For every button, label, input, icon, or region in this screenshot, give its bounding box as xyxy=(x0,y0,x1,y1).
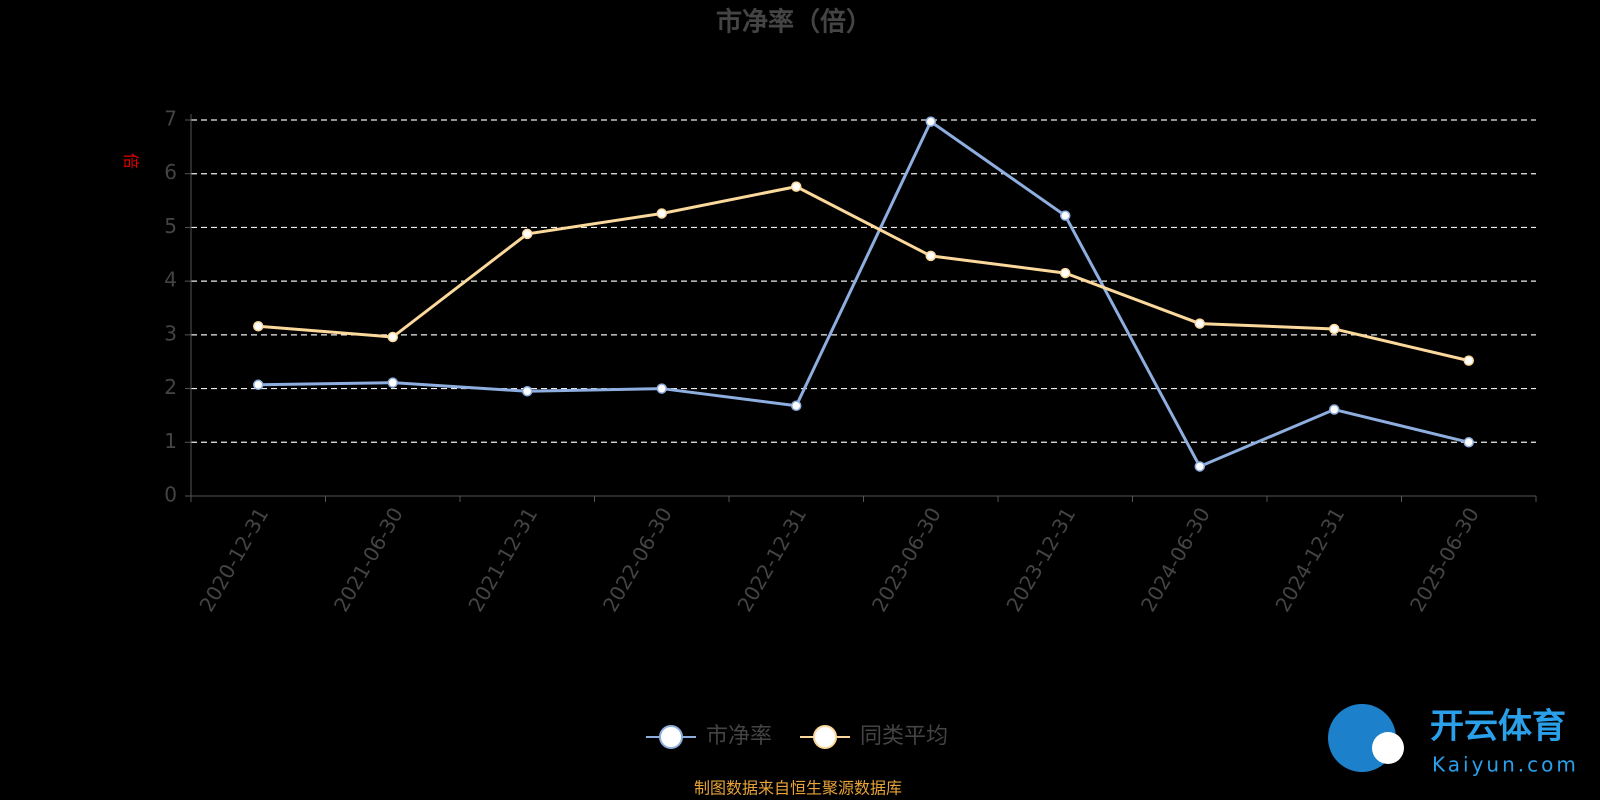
data-point xyxy=(1329,404,1340,415)
data-point xyxy=(1194,461,1205,472)
data-point xyxy=(1060,210,1071,221)
data-point xyxy=(1060,267,1071,279)
y-tick-label: 3 xyxy=(164,321,177,345)
data-point xyxy=(1329,323,1340,335)
y-tick-label: 1 xyxy=(164,429,177,453)
watermark: 开云体育 Kaiyun.com xyxy=(1328,704,1579,777)
y-axis-unit: 倍 xyxy=(122,153,141,169)
legend-marker xyxy=(813,725,838,749)
data-point xyxy=(656,383,667,394)
watermark-ball xyxy=(1372,732,1404,764)
y-tick-label: 6 xyxy=(164,160,177,184)
legend-item[interactable]: 市净率 xyxy=(646,724,772,749)
series-line xyxy=(258,119,1470,469)
watermark-brand: 开云体育 xyxy=(1430,707,1566,747)
chart-title: 市净率（倍） xyxy=(716,7,872,38)
data-point xyxy=(791,181,802,192)
legend-marker xyxy=(659,725,683,749)
y-tick-label: 5 xyxy=(164,214,177,238)
data-point xyxy=(387,331,398,343)
data-point xyxy=(387,377,398,388)
y-tick-label: 4 xyxy=(164,268,177,292)
data-point xyxy=(1463,355,1474,366)
data-point xyxy=(1463,437,1474,448)
legend-item[interactable]: 同类平均 xyxy=(800,724,948,749)
data-point xyxy=(791,400,802,412)
watermark-site: Kaiyun.com xyxy=(1432,753,1579,777)
y-tick-label: 0 xyxy=(164,483,177,507)
series-line xyxy=(258,185,1470,363)
legend-label: 同类平均 xyxy=(860,724,948,749)
y-tick-label: 2 xyxy=(164,375,177,399)
data-point xyxy=(522,228,533,240)
data-point xyxy=(253,379,264,391)
source-note: 制图数据来自恒生聚源数据库 xyxy=(694,779,902,798)
y-tick-label: 7 xyxy=(164,107,177,131)
data-point xyxy=(522,386,533,397)
data-point xyxy=(253,321,264,332)
legend-label: 市净率 xyxy=(706,724,772,749)
data-point xyxy=(925,250,936,262)
data-point xyxy=(1194,318,1205,329)
data-point xyxy=(925,116,936,127)
data-point xyxy=(656,208,667,219)
